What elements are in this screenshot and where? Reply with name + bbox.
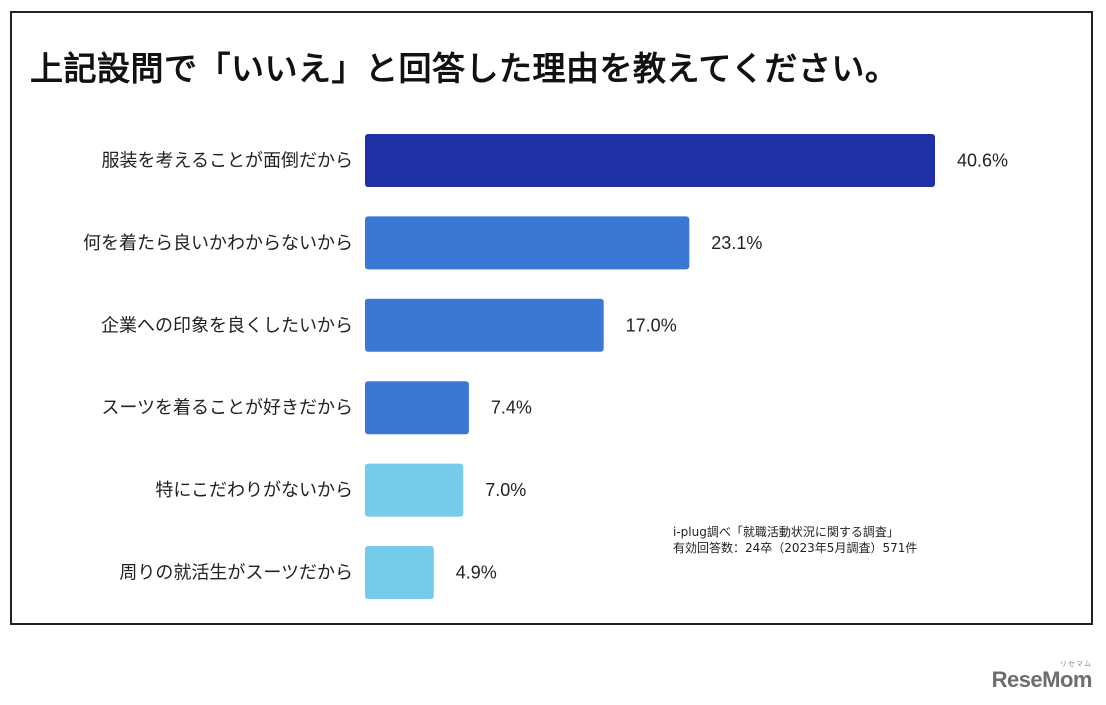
value-label: 4.9% bbox=[456, 563, 497, 583]
bar bbox=[365, 463, 464, 517]
value-label: 40.6% bbox=[957, 151, 1008, 171]
category-label: 周りの就活生がスーツだから bbox=[119, 563, 353, 584]
value-label: 17.0% bbox=[626, 315, 677, 335]
category-label: 特にこだわりがないから bbox=[155, 480, 353, 501]
bar bbox=[365, 134, 935, 187]
value-label: 7.4% bbox=[491, 398, 532, 418]
bar bbox=[365, 381, 469, 435]
chart-title: 上記設問で「いいえ」と回答した理由を教えてください。 bbox=[30, 49, 899, 88]
category-label: 何を着たら良いかわからないから bbox=[83, 233, 353, 254]
category-label: 企業への印象を良くしたいから bbox=[101, 315, 353, 336]
source-note: i-plug調べ「就職活動状況に関する調査」 有効回答数：24卒（2023年5月… bbox=[673, 524, 917, 556]
bar bbox=[365, 216, 690, 270]
source-note-line: 有効回答数：24卒（2023年5月調査）571件 bbox=[673, 541, 918, 555]
source-note-line: i-plug調べ「就職活動状況に関する調査」 bbox=[673, 525, 899, 539]
logo-mark: リセマム bbox=[1060, 660, 1092, 668]
bar bbox=[365, 298, 604, 352]
category-label: スーツを着ることが好きだから bbox=[101, 398, 353, 419]
resemom-logo: ReseMom bbox=[991, 667, 1093, 692]
category-label: 服装を考えることが面倒だから bbox=[102, 151, 353, 172]
value-label: 7.0% bbox=[485, 480, 526, 500]
value-label: 23.1% bbox=[711, 233, 762, 253]
bar bbox=[365, 546, 434, 599]
